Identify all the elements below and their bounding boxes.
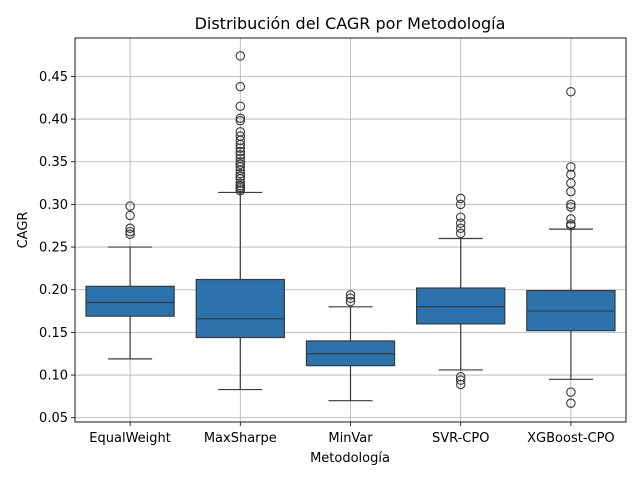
y-tick-label: 0.35 xyxy=(39,155,68,170)
x-axis-label: Metodología xyxy=(310,451,390,466)
outlier-point xyxy=(235,159,246,170)
outlier-point xyxy=(566,202,576,212)
outlier-point xyxy=(455,223,466,234)
y-tick-label: 0.20 xyxy=(39,283,68,298)
x-ticks: EqualWeight MaxSharpe MinVar SVR-CPO XGBoost… xyxy=(89,422,615,446)
y-tick-label: 0.45 xyxy=(39,70,68,85)
box-group-svr-cpo xyxy=(416,193,506,390)
outlier-point xyxy=(455,193,466,204)
y-tick-label: 0.25 xyxy=(39,241,68,256)
box-group-maxsharpe xyxy=(195,51,285,391)
outlier-point xyxy=(235,143,246,153)
outlier-point xyxy=(125,210,135,221)
outlier-point xyxy=(566,199,576,210)
outlier-point xyxy=(235,171,246,181)
iqr-box xyxy=(85,285,175,317)
y-tick-label: 0.40 xyxy=(39,113,68,128)
box-group-equalweight xyxy=(85,201,175,360)
outlier-point xyxy=(235,156,246,167)
outlier-point xyxy=(345,296,356,307)
outlier-point xyxy=(235,81,246,92)
outlier-point xyxy=(235,116,246,126)
box-layer xyxy=(85,51,616,408)
outlier-point xyxy=(235,51,246,61)
outlier-point xyxy=(235,127,246,137)
outlier-point xyxy=(235,180,246,191)
x-tick-label: EqualWeight xyxy=(89,431,171,446)
outlier-point xyxy=(455,199,466,210)
box-group-xgboost-cpo xyxy=(526,87,616,408)
y-tick-label: 0.15 xyxy=(39,326,68,341)
y-tick-label: 0.05 xyxy=(39,411,68,426)
y-tick-label: 0.10 xyxy=(39,369,68,384)
outlier-point xyxy=(235,113,246,123)
iqr-box xyxy=(416,287,506,325)
outlier-point xyxy=(455,379,466,390)
x-tick-label: MinVar xyxy=(328,431,373,446)
outlier-point xyxy=(566,162,576,172)
y-ticks: 0.05 0.10 0.15 0.20 0.25 0.30 0.35 0.40 0.45 xyxy=(39,70,75,426)
outlier-point xyxy=(566,398,576,408)
outlier-point xyxy=(235,131,246,141)
outlier-point xyxy=(235,178,246,188)
outlier-point xyxy=(566,214,576,224)
y-axis-label: CAGR xyxy=(16,212,31,249)
outlier-point xyxy=(235,101,246,112)
outlier-point xyxy=(125,226,135,237)
x-tick-label: MaxSharpe xyxy=(204,431,277,446)
outlier-point xyxy=(455,372,466,382)
outlier-point xyxy=(125,223,135,234)
x-tick-label: XGBoost-CPO xyxy=(527,431,615,446)
outlier-point xyxy=(455,228,466,239)
outlier-point xyxy=(345,290,356,300)
outlier-point xyxy=(125,229,135,240)
box-group-minvar xyxy=(305,290,396,402)
outlier-point xyxy=(455,218,466,228)
outlier-point xyxy=(345,293,356,304)
chart-title: Distribución del CAGR por Metodología xyxy=(195,14,506,33)
outlier-point xyxy=(125,201,135,211)
outlier-point xyxy=(235,146,246,157)
outlier-point xyxy=(235,150,246,160)
outlier-point xyxy=(235,153,246,164)
outlier-point xyxy=(455,375,466,385)
outlier-point xyxy=(566,387,576,397)
y-tick-label: 0.30 xyxy=(39,198,68,213)
outlier-point xyxy=(455,212,466,222)
outlier-point xyxy=(566,219,576,229)
iqr-box xyxy=(195,278,285,339)
x-tick-label: SVR-CPO xyxy=(432,431,490,446)
outlier-point xyxy=(566,169,576,180)
outlier-point xyxy=(235,168,246,179)
outlier-point xyxy=(566,87,576,97)
